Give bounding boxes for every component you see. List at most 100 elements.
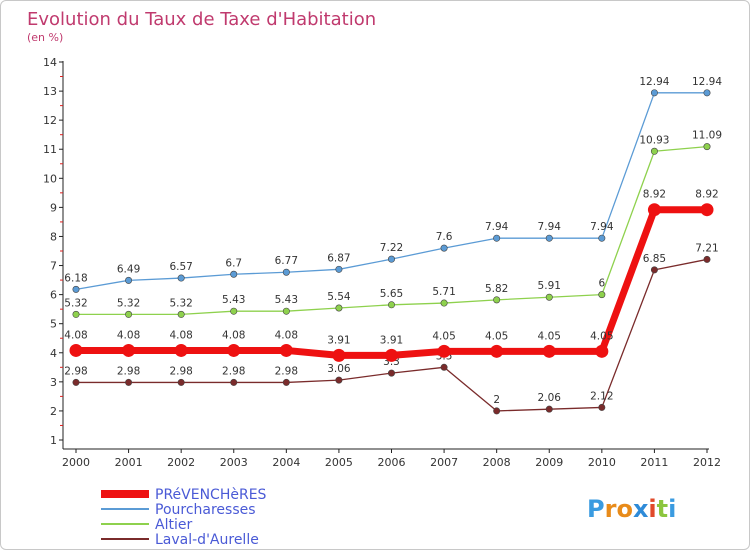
data-point [650,266,658,274]
data-point [440,299,448,307]
data-point [335,265,343,273]
x-tick-label: 2009 [535,456,563,469]
data-label: 5.82 [485,283,508,295]
data-point [647,203,661,217]
data-point [230,307,238,315]
logo-wordmark: Proxiti [587,495,676,523]
legend: PRéVENCHèRESPourcharessesAltierLaval-d'A… [101,487,267,548]
data-label: 6.87 [327,252,350,264]
legend-item: PRéVENCHèRES [101,487,267,503]
data-point [703,89,711,97]
series-altier: 5.32 5.32 5.32 5.43 5.43 5.54 5.65 5.71 5.82 5.91… [64,130,722,318]
logo-letter: i [668,495,676,523]
logo-letter: o [616,495,633,523]
y-tick-label: 4 [50,347,57,360]
proxiti-logo: Proxiti [587,495,676,523]
data-label: 6.77 [275,255,298,267]
data-point [703,255,711,263]
data-label: 4.05 [590,330,613,342]
data-point [542,344,556,358]
x-tick-label: 2007 [430,456,458,469]
data-label: 6.57 [169,261,192,273]
data-point [72,285,80,293]
y-tick-label: 11 [43,143,57,156]
data-label: 7.94 [485,221,509,233]
data-label: 5.71 [432,286,455,298]
data-label: 7.21 [695,242,718,254]
data-point [490,344,504,358]
y-tick-label: 13 [43,85,57,98]
data-label: 6.85 [643,253,666,265]
logo-letter: P [587,495,605,523]
data-label: 4.05 [485,330,508,342]
legend-item: Altier [101,517,192,533]
series-layer: 6.18 6.49 6.57 6.7 6.77 6.87 7.22 7.6 7.94 7.94 7.… [64,76,722,415]
legend-label: Altier [155,517,192,533]
data-point [282,378,290,386]
data-label: 2.98 [117,365,140,377]
data-label: 12.94 [639,76,669,88]
data-label: 7.94 [590,221,614,233]
data-point [545,405,553,413]
data-point [493,407,501,415]
data-point [700,203,714,217]
logo-letter: r [605,495,617,523]
data-label: 3.91 [380,334,403,346]
data-point [177,310,185,318]
x-tick-label: 2005 [325,456,353,469]
data-label: 7.94 [538,221,562,233]
data-label: 7.6 [436,231,453,243]
data-label: 2 [493,394,500,406]
data-point [650,147,658,155]
x-tick-label: 2011 [640,456,668,469]
data-label: 8.92 [695,189,718,201]
data-point [598,403,606,411]
data-label: 5.54 [327,291,351,303]
data-label: 4.08 [117,329,140,341]
logo-letter: x [633,495,649,523]
x-tick-label: 2006 [378,456,406,469]
legend-item: Pourcharesses [101,502,256,518]
data-point [332,348,346,362]
x-tick-label: 2002 [167,456,195,469]
y-tick-label: 8 [50,230,57,243]
series-pr-vench-res: 4.08 4.08 4.08 4.08 4.08 3.91 3.91 4.05 4.05 4.05… [64,189,719,362]
logo-letter: i [648,495,656,523]
data-label: 2.98 [275,365,298,377]
data-label: 5.43 [275,294,298,306]
data-label: 2.12 [590,390,613,402]
data-point [387,301,395,309]
logo-letter: t [657,495,668,523]
data-point [230,378,238,386]
y-tick-label: 5 [50,318,57,331]
legend-label: Laval-d'Aurelle [155,532,259,548]
data-point [650,89,658,97]
data-point [174,343,188,357]
data-label: 5.43 [222,294,245,306]
chart-subtitle: (en %) [27,31,63,44]
x-tick-label: 2003 [220,456,248,469]
x-tick-label: 2010 [588,456,616,469]
data-label: 4.05 [432,330,455,342]
y-tick-label: 1 [50,434,57,447]
data-point [598,291,606,299]
data-label: 2.98 [222,365,245,377]
data-point [385,348,398,362]
series-laval-d-aurelle: 2.982.982.982.982.983.063.33.522.062.126… [64,242,719,415]
y-tick-label: 7 [50,260,57,273]
data-label: 3.91 [327,334,350,346]
data-point [69,343,83,357]
x-tick-label: 2012 [693,456,721,469]
data-point [545,234,553,242]
data-point [703,143,711,151]
data-point [72,310,80,318]
y-tick-label: 9 [50,201,57,214]
data-point [125,310,133,318]
data-point [598,234,606,242]
data-label: 4.08 [222,329,245,341]
data-point [122,343,136,357]
data-label: 10.93 [639,134,669,146]
data-label: 5.32 [64,297,87,309]
